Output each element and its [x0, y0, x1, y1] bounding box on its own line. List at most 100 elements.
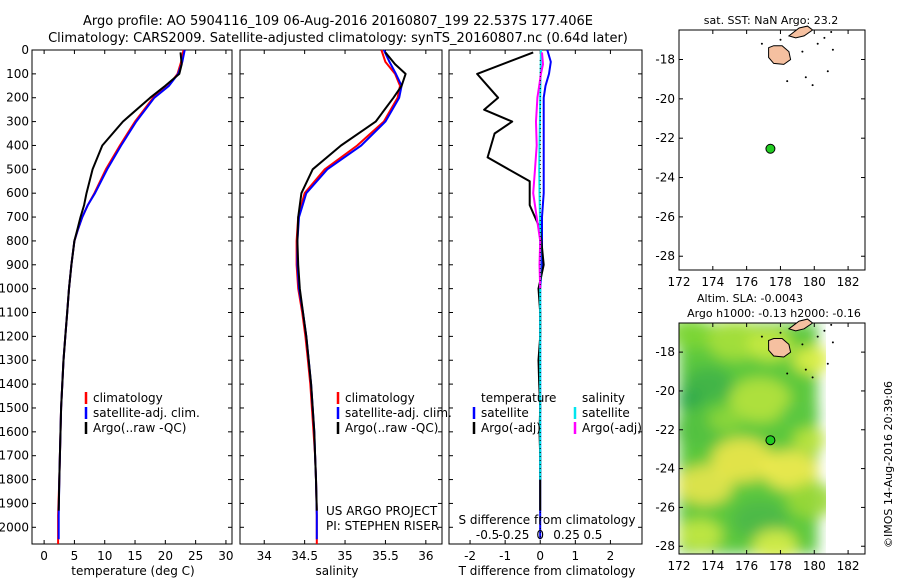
islet	[826, 70, 829, 73]
island-shape	[768, 338, 792, 358]
x-tick-label: 176	[735, 275, 758, 289]
x-tick-label: -1	[499, 549, 511, 563]
y-tick-label: -18	[655, 345, 675, 359]
sla-anomaly-blob	[792, 346, 826, 374]
island-shape	[768, 45, 792, 65]
islet	[831, 341, 834, 344]
y-tick-label: 100	[6, 67, 29, 81]
islet	[779, 38, 782, 41]
credit-pi: PI: STEPHEN RISER	[326, 519, 439, 533]
temperature-axis-label: temperature (deg C)	[71, 564, 194, 578]
sla-anomaly-blob	[793, 428, 826, 452]
sla-anomaly-blob	[752, 529, 798, 554]
y-tick-label: 1400	[0, 377, 29, 391]
x-tick-label: 180	[803, 559, 826, 573]
y-tick-label: 1700	[0, 449, 29, 463]
x-tick-label: 20	[158, 549, 173, 563]
legend-t-argo: Argo(-adj)	[481, 421, 541, 435]
credit-project: US ARGO PROJECT	[326, 504, 438, 518]
x-tick-label: 172	[668, 275, 691, 289]
series-line-argo-raw-qc-	[296, 51, 407, 511]
x-tick-label: 15	[127, 549, 142, 563]
temperature-panel-frame	[31, 49, 233, 545]
s-tick-label: 0	[536, 528, 544, 542]
sst-map-plot: 172 174 176 178 180 182 -18 -20 -22 -24 -26 -28	[655, 25, 865, 289]
s-tick-label: -0.5	[476, 528, 499, 542]
y-tick-label: 2000	[0, 520, 29, 534]
y-tick-label: -22	[655, 423, 675, 437]
y-tick-label: 300	[6, 115, 29, 129]
y-tick-label: -28	[655, 539, 675, 553]
y-tick-label: -22	[655, 131, 675, 145]
y-tick-label: 500	[6, 162, 29, 176]
y-tick-label: 700	[6, 210, 29, 224]
sla-color-field	[679, 323, 826, 554]
x-tick-label: 1	[572, 549, 580, 563]
island-shape	[787, 318, 814, 332]
x-tick-label: 10	[97, 549, 112, 563]
legend-temperature-title: temperature	[481, 391, 556, 405]
y-tick-label: -26	[655, 210, 675, 224]
islet	[786, 80, 789, 83]
float-position-marker	[765, 143, 776, 154]
legend-argo: Argo(..raw -QC)	[345, 421, 438, 435]
y-tick-label: -18	[655, 53, 675, 67]
x-tick-label: 35	[337, 549, 352, 563]
x-tick-label: 176	[735, 559, 758, 573]
salinity-legend: climatology satellite-adj. clim. Argo(..…	[336, 391, 452, 435]
series-line-t-argo-adj-	[476, 51, 545, 511]
s-tick-label: 0.5	[583, 528, 602, 542]
difference-legend: temperature salinity satellite Argo(-adj…	[472, 391, 642, 435]
t-difference-axis-label: T difference from climatology	[458, 564, 636, 578]
x-tick-label: 174	[701, 275, 724, 289]
y-tick-label: -20	[655, 92, 675, 106]
legend-climatology: climatology	[345, 391, 415, 405]
legend-s-satellite: satellite	[582, 406, 630, 420]
legend-climatology: climatology	[93, 391, 163, 405]
temperature-legend: climatology satellite-adj. clim. Argo(..…	[84, 391, 200, 435]
y-tick-label: 1800	[0, 473, 29, 487]
islet	[811, 376, 814, 379]
difference-panel-frame	[448, 49, 643, 545]
legend-s-argo: Argo(-adj)	[582, 421, 642, 435]
islet	[831, 48, 834, 51]
islet	[816, 335, 819, 338]
x-tick-label: 2	[607, 549, 615, 563]
sla-anomaly-blob	[786, 482, 826, 518]
islet	[830, 323, 833, 326]
sla-map-title-line1: Altim. SLA: -0.0043	[697, 292, 803, 305]
y-tick-label: 600	[6, 186, 29, 200]
y-tick-label: 1200	[0, 329, 29, 343]
legend-argo: Argo(..raw -QC)	[93, 421, 186, 435]
x-tick-label: 34.5	[291, 549, 318, 563]
sla-anomaly-blob	[780, 401, 820, 429]
sla-anomaly-blob	[762, 450, 818, 490]
series-line-t-satellite	[539, 49, 552, 540]
legend-satellite: satellite-adj. clim.	[93, 406, 200, 420]
sla-field	[679, 323, 826, 554]
series-line-satellite-adj-clim-	[296, 49, 403, 540]
legend-t-satellite: satellite	[481, 406, 529, 420]
y-tick-label: 1500	[0, 401, 29, 415]
islet	[760, 42, 763, 45]
s-tick-label: 0.25	[553, 528, 580, 542]
y-tick-label: 1900	[0, 496, 29, 510]
islet	[823, 36, 826, 39]
islet	[804, 368, 807, 371]
figure-title-line1: Argo profile: AO 5904116_109 06-Aug-2016…	[83, 14, 593, 29]
islet	[760, 335, 763, 338]
x-tick-label: 178	[769, 559, 792, 573]
y-tick-label: -28	[655, 249, 675, 263]
sla-anomaly-blob	[707, 323, 763, 360]
salinity-plot: 34 34.5 35 35.5 36	[240, 49, 442, 563]
x-tick-label: 178	[769, 275, 792, 289]
islet	[801, 343, 804, 346]
sla-anomaly-blob	[708, 408, 742, 432]
legend-salinity-title: salinity	[582, 391, 625, 405]
islet	[801, 50, 804, 53]
x-tick-label: 182	[837, 275, 860, 289]
difference-plot: -2 -1 0 1 2 -0.5 -0.25 0 0.25 0.5	[449, 49, 642, 563]
sst-map-title: sat. SST: NaN Argo: 23.2	[704, 14, 838, 27]
y-tick-label: 1600	[0, 425, 29, 439]
